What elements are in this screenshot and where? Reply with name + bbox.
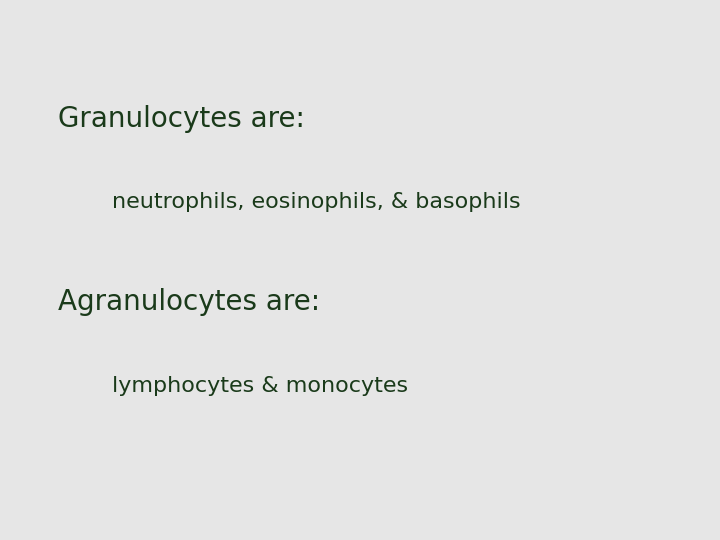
Text: neutrophils, eosinophils, & basophils: neutrophils, eosinophils, & basophils — [112, 192, 521, 213]
Text: lymphocytes & monocytes: lymphocytes & monocytes — [112, 376, 408, 396]
Text: Agranulocytes are:: Agranulocytes are: — [58, 288, 320, 316]
Text: Granulocytes are:: Granulocytes are: — [58, 105, 305, 133]
